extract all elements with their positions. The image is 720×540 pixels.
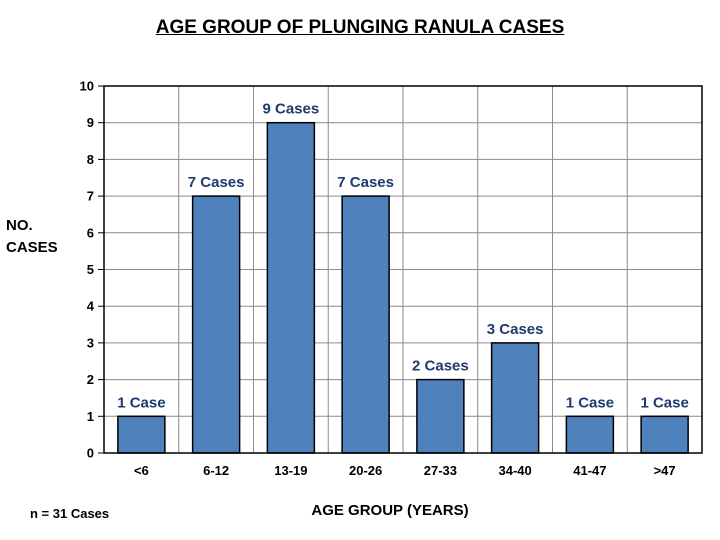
data-label-1: 7 Cases	[188, 174, 245, 191]
bar-2	[266, 121, 316, 454]
x-tick-label-1: 6-12	[203, 463, 229, 478]
y-tick-label-4: 4	[87, 299, 95, 314]
bar-4	[416, 378, 465, 454]
data-label-2: 9 Cases	[263, 101, 320, 118]
data-label-0: 1 Case	[117, 394, 165, 411]
data-labels: 1 Case 7 Cases 9 Cases 7 Cases 2 Cases 3 Case…	[117, 101, 689, 412]
x-tick-label-5: 34-40	[499, 463, 532, 478]
x-tick-label-0: <6	[134, 463, 149, 478]
x-tick-label-7: >47	[654, 463, 676, 478]
bar-1	[191, 195, 241, 454]
plot-frame	[103, 85, 703, 454]
data-label-5: 3 Cases	[487, 321, 544, 338]
y-tick-label-5: 5	[87, 262, 94, 277]
y-ticks: 0 1 2 3 4 5 6 7 8 9 10	[80, 79, 95, 461]
y-tick-label-3: 3	[87, 335, 94, 350]
chart-title: AGE GROUP OF PLUNGING RANULA CASES	[155, 17, 565, 38]
y-tick-label-1: 1	[87, 409, 94, 424]
y-axis-label: NO. CASES	[6, 217, 58, 256]
bar-6	[565, 415, 615, 454]
x-tick-label-3: 20-26	[349, 463, 382, 478]
sample-size-note: n = 31 Cases	[30, 506, 110, 521]
y-tick-label-8: 8	[87, 152, 94, 167]
y-tick-label-7: 7	[87, 189, 94, 204]
x-axis-label: AGE GROUP (YEARS)	[311, 502, 469, 519]
y-tick-label-6: 6	[87, 225, 94, 240]
bar-3	[341, 195, 390, 454]
data-label-7: 1 Case	[640, 394, 688, 411]
y-tick-label-0: 0	[87, 446, 94, 461]
bar-5	[490, 342, 540, 454]
x-tick-label-4: 27-33	[424, 463, 457, 478]
y-tick-label-9: 9	[87, 115, 94, 130]
y-tick-label-2: 2	[87, 372, 94, 387]
data-label-4: 2 Cases	[412, 358, 469, 375]
data-label-3: 7 Cases	[337, 174, 394, 191]
data-label-6: 1 Case	[566, 394, 614, 411]
bars	[117, 121, 689, 454]
x-ticks: <6 6-12 13-19 20-26 27-33 34-40 41-47 >47	[134, 463, 676, 478]
x-tick-label-2: 13-19	[274, 463, 307, 478]
bar-7	[640, 415, 689, 454]
bar-0	[117, 415, 166, 454]
y-tick-label-10: 10	[80, 79, 94, 94]
x-tick-label-6: 41-47	[573, 463, 606, 478]
